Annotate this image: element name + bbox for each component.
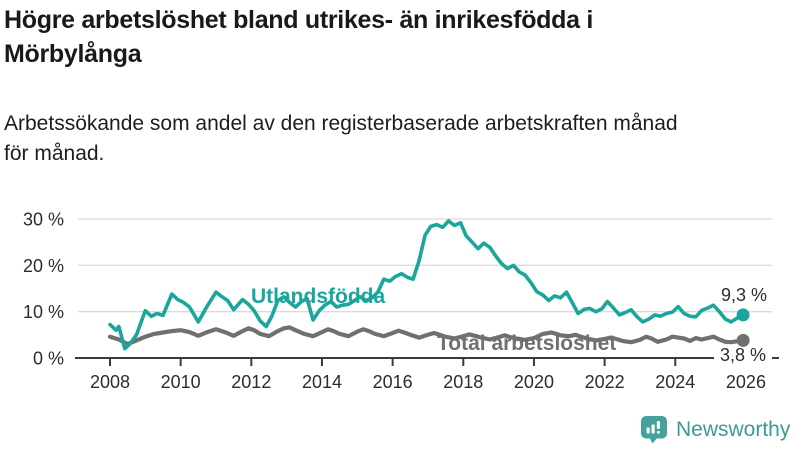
x-tick-label: 2026 (726, 372, 766, 392)
x-tick-label: 2010 (161, 372, 201, 392)
x-tick-label: 2024 (655, 372, 695, 392)
x-tick-label: 2018 (443, 372, 483, 392)
end-value-total-bg (714, 347, 772, 367)
series-line-utlandsfodda (108, 219, 745, 351)
newsworthy-logo-text: Newsworthy (676, 417, 791, 441)
page-title-line1: Högre arbetslöshet bland utrikes- än inr… (4, 6, 593, 34)
end-dot-total (736, 333, 750, 347)
x-tick-label: 2014 (302, 372, 342, 392)
y-tick-label: 10 % (23, 302, 64, 322)
y-tick-label: 20 % (23, 256, 64, 276)
end-dot-utlandsfodda (736, 308, 750, 322)
page-title-line2: Mörbylånga (4, 40, 142, 68)
series-label-utlandsfodda: Utlandsfödda (251, 285, 385, 308)
newsworthy-logo: Newsworthy (640, 415, 790, 444)
x-tick-label: 2022 (585, 372, 625, 392)
y-tick-label: 30 % (23, 210, 64, 230)
chart-subtitle-line2: för månad. (4, 142, 105, 165)
series-label-total: Total arbetslöshet (437, 332, 616, 355)
end-value-total: 3,8 % (720, 345, 766, 365)
x-tick-label: 2020 (514, 372, 554, 392)
chart-subtitle-line1: Arbetssökande som andel av den registerb… (4, 112, 678, 135)
y-tick-label: 0 % (33, 349, 64, 369)
series-line-total (107, 325, 746, 347)
newsworthy-chart-bubble-icon (641, 416, 667, 444)
chart-subtitle: Arbetssökande som andel av den registerb… (4, 109, 798, 169)
x-tick-label: 2008 (90, 372, 130, 392)
x-tick-label: 2012 (231, 372, 271, 392)
end-value-utlandsfodda: 9,3 % (721, 285, 767, 305)
page-title: Högre arbetslöshet bland utrikes- än inr… (4, 3, 798, 71)
x-tick-label: 2016 (373, 372, 413, 392)
